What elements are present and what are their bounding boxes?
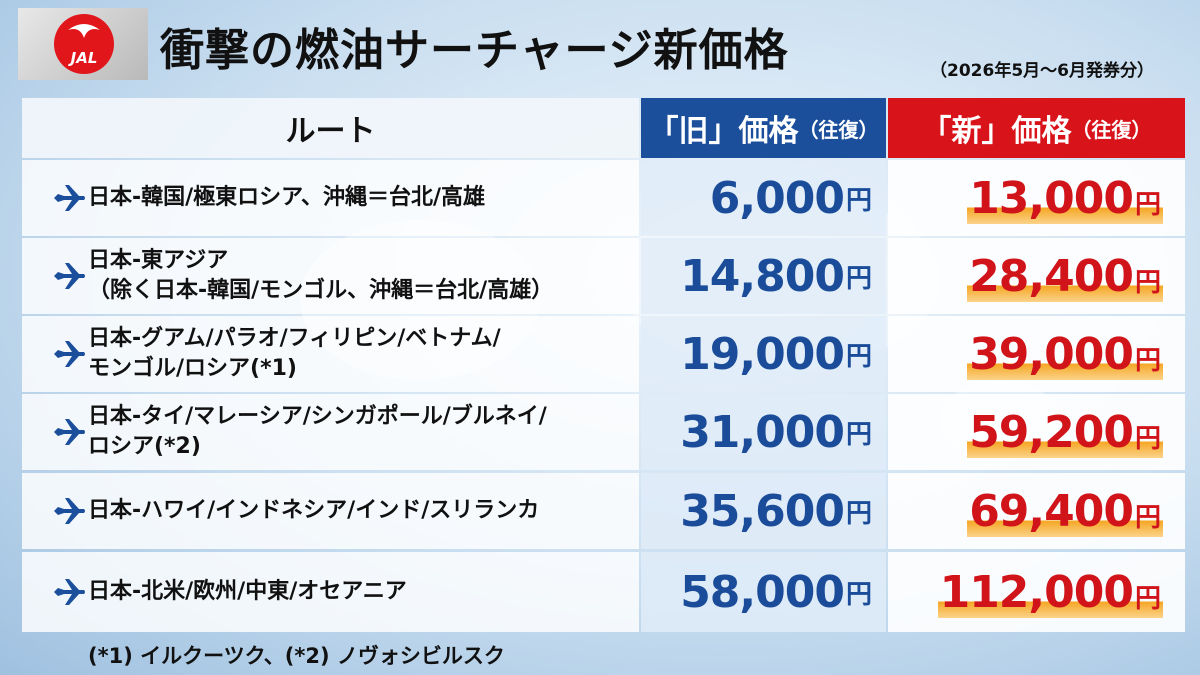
old-price-cell: 35,600 円 bbox=[641, 473, 886, 549]
old-price-cell: 31,000 円 bbox=[641, 394, 886, 470]
header-label: 「新」価格 bbox=[921, 114, 1072, 149]
unit: 円 bbox=[845, 419, 872, 450]
old-price: 58,000 bbox=[680, 566, 845, 618]
new-price: 69,400 bbox=[969, 485, 1134, 537]
plane-icon bbox=[54, 185, 85, 211]
unit: 円 bbox=[845, 498, 872, 529]
old-price-cell: 6,000 円 bbox=[641, 160, 886, 236]
route-line: モンゴル/ロシア(*1) bbox=[88, 356, 297, 381]
header-note: （往復） bbox=[1071, 117, 1152, 142]
new-price-cell: 112,000円 bbox=[888, 552, 1185, 632]
plane-icon bbox=[54, 579, 85, 605]
unit: 円 bbox=[1134, 583, 1161, 614]
unit: 円 bbox=[845, 185, 872, 216]
unit: 円 bbox=[1134, 189, 1161, 220]
route-text: 日本-東アジア （除く日本-韓国/モンゴル、沖縄＝台北/高雄） bbox=[88, 246, 553, 306]
route-line: 日本-グアム/パラオ/フィリピン/ベトナム/ bbox=[88, 326, 501, 351]
route-cell: 日本-ハワイ/インドネシア/インド/スリランカ bbox=[22, 473, 639, 549]
unit: 円 bbox=[1134, 345, 1161, 376]
new-price: 112,000 bbox=[939, 566, 1134, 618]
route-text: 日本-北米/欧州/中東/オセアニア bbox=[88, 577, 407, 607]
header-label: ルート bbox=[285, 114, 376, 149]
new-price-cell: 39,000円 bbox=[888, 316, 1185, 392]
new-price-cell: 13,000円 bbox=[888, 160, 1185, 236]
new-price: 13,000 bbox=[969, 172, 1134, 224]
new-price-highlight: 69,400円 bbox=[967, 485, 1163, 537]
route-cell: 日本-タイ/マレーシア/シンガポール/ブルネイ/ロシア(*2) bbox=[22, 394, 639, 470]
new-price-highlight: 28,400円 bbox=[967, 250, 1163, 302]
route-cell: 日本-グアム/パラオ/フィリピン/ベトナム/モンゴル/ロシア(*1) bbox=[22, 316, 639, 392]
new-price: 39,000 bbox=[969, 328, 1134, 380]
route-line: 日本-北米/欧州/中東/オセアニア bbox=[88, 579, 407, 604]
logo-mark: JAL bbox=[54, 14, 114, 74]
new-price-cell: 69,400円 bbox=[888, 473, 1185, 549]
route-text: 日本-タイ/マレーシア/シンガポール/ブルネイ/ロシア(*2) bbox=[88, 402, 547, 462]
new-price-highlight: 59,200円 bbox=[967, 406, 1163, 458]
route-text: 日本-グアム/パラオ/フィリピン/ベトナム/モンゴル/ロシア(*1) bbox=[88, 324, 501, 384]
route-line: 日本-韓国/極東ロシア、沖縄＝台北/高雄 bbox=[88, 185, 486, 210]
unit: 円 bbox=[1134, 502, 1161, 533]
unit: 円 bbox=[1134, 423, 1161, 454]
route-text: 日本-韓国/極東ロシア、沖縄＝台北/高雄 bbox=[88, 183, 485, 213]
old-price: 6,000 bbox=[709, 172, 845, 224]
unit: 円 bbox=[845, 579, 872, 610]
old-price: 14,800 bbox=[680, 250, 845, 302]
route-header: ルート bbox=[22, 98, 639, 158]
old-price: 19,000 bbox=[680, 328, 845, 380]
route-line: （除く日本-韓国/モンゴル、沖縄＝台北/高雄） bbox=[88, 278, 554, 303]
route-line: 日本-東アジア bbox=[88, 248, 229, 273]
plane-icon bbox=[54, 341, 85, 367]
old-price: 35,600 bbox=[680, 485, 845, 537]
new-price: 59,200 bbox=[969, 406, 1134, 458]
header-note: （往復） bbox=[798, 117, 879, 142]
logo-text: JAL bbox=[68, 49, 98, 67]
unit: 円 bbox=[1134, 267, 1161, 298]
new-price-cell: 28,400円 bbox=[888, 238, 1185, 314]
route-text: 日本-ハワイ/インドネシア/インド/スリランカ bbox=[88, 496, 539, 526]
old-header: 「旧」価格 （往復） bbox=[641, 98, 886, 158]
new-price-highlight: 112,000円 bbox=[937, 566, 1163, 618]
route-cell: 日本-東アジア （除く日本-韓国/モンゴル、沖縄＝台北/高雄） bbox=[22, 238, 639, 314]
old-price-cell: 58,000 円 bbox=[641, 552, 886, 632]
footnote: (*1) イルクーツク、(*2) ノヴォシビルスク bbox=[88, 644, 505, 668]
unit: 円 bbox=[845, 263, 872, 294]
old-price-cell: 19,000 円 bbox=[641, 316, 886, 392]
route-cell: 日本-韓国/極東ロシア、沖縄＝台北/高雄 bbox=[22, 160, 639, 236]
old-price: 31,000 bbox=[680, 406, 845, 458]
plane-icon bbox=[54, 498, 85, 524]
plane-icon bbox=[54, 263, 85, 289]
route-line: ロシア(*2) bbox=[88, 434, 201, 459]
unit: 円 bbox=[845, 341, 872, 372]
route-line: 日本-ハワイ/インドネシア/インド/スリランカ bbox=[88, 498, 540, 523]
header-label: 「旧」価格 bbox=[648, 114, 799, 149]
logo: JAL bbox=[18, 8, 148, 80]
new-price-cell: 59,200円 bbox=[888, 394, 1185, 470]
route-cell: 日本-北米/欧州/中東/オセアニア bbox=[22, 552, 639, 632]
plane-icon bbox=[54, 419, 85, 445]
route-line: 日本-タイ/マレーシア/シンガポール/ブルネイ/ bbox=[88, 404, 547, 429]
new-price: 28,400 bbox=[969, 250, 1134, 302]
new-price-highlight: 13,000円 bbox=[967, 172, 1163, 224]
title: 衝撃の燃油サーチャージ新価格 bbox=[160, 25, 789, 76]
new-price-highlight: 39,000円 bbox=[967, 328, 1163, 380]
new-header: 「新」価格 （往復） bbox=[888, 98, 1185, 158]
subtitle: （2026年5月〜6月発券分） bbox=[930, 61, 1154, 81]
old-price-cell: 14,800 円 bbox=[641, 238, 886, 314]
